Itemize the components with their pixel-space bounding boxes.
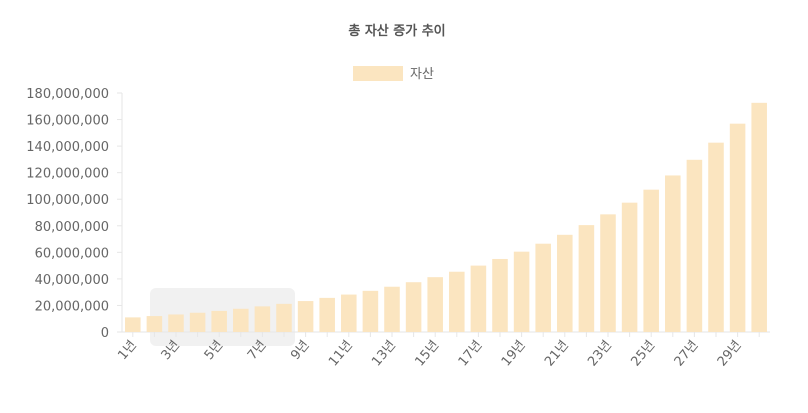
- bar-25년[interactable]: [643, 189, 659, 332]
- bar-28년[interactable]: [708, 142, 724, 332]
- legend-label: 자산: [410, 67, 434, 82]
- bar-4년[interactable]: [189, 312, 206, 332]
- x-tick-label: 17년: [456, 338, 486, 369]
- x-tick-label: 25년: [628, 338, 658, 369]
- bar-26년[interactable]: [665, 175, 681, 332]
- bar-1년[interactable]: [125, 317, 141, 332]
- bar-3년[interactable]: [168, 314, 184, 332]
- y-tick-label: 0: [101, 326, 109, 341]
- y-tick-label: 160,000,000: [26, 114, 109, 129]
- y-tick-label: 60,000,000: [35, 246, 109, 261]
- bar-21년[interactable]: [557, 234, 573, 332]
- x-tick-label: 13년: [369, 338, 399, 369]
- bar-30년[interactable]: [751, 102, 767, 332]
- bar-22년[interactable]: [578, 225, 595, 332]
- y-tick-label: 80,000,000: [35, 220, 109, 235]
- bar-5년[interactable]: [211, 310, 227, 332]
- x-tick-label: 27년: [672, 338, 702, 369]
- bar-17년[interactable]: [470, 265, 487, 332]
- x-tick-label: 15년: [412, 338, 442, 369]
- bar-6년[interactable]: [233, 308, 249, 332]
- bar-20년[interactable]: [535, 243, 551, 332]
- y-tick-label: 100,000,000: [26, 193, 109, 208]
- bar-27년[interactable]: [686, 159, 703, 332]
- bar-24년[interactable]: [621, 202, 638, 332]
- y-tick-label: 120,000,000: [26, 167, 109, 182]
- bar-16년[interactable]: [449, 271, 465, 332]
- bar-23년[interactable]: [600, 214, 616, 332]
- x-tick-label: 21년: [542, 338, 572, 369]
- bar-11년[interactable]: [341, 294, 357, 332]
- x-tick-label: 1년: [115, 338, 139, 363]
- legend[interactable]: 자산: [353, 66, 434, 82]
- x-tick-label: 29년: [715, 338, 745, 369]
- y-tick-label: 140,000,000: [26, 140, 109, 155]
- axes: [121, 93, 770, 333]
- x-tick-label: 23년: [585, 338, 615, 369]
- bars: [125, 102, 767, 332]
- bar-19년[interactable]: [513, 251, 530, 332]
- bar-12년[interactable]: [362, 290, 379, 332]
- x-tick-label: 19년: [499, 338, 529, 369]
- y-tick-label: 180,000,000: [26, 87, 109, 102]
- bar-2년[interactable]: [146, 316, 163, 332]
- legend-swatch: [353, 66, 403, 81]
- y-axis-ticks: 0 20,000,000 40,000,000 60,000,000 80,000,00…: [26, 87, 122, 341]
- chart-title: 총 자산 증가 추이: [348, 23, 445, 39]
- y-tick-label: 20,000,000: [35, 299, 109, 314]
- bar-8년[interactable]: [276, 303, 292, 332]
- bar-14년[interactable]: [405, 282, 422, 332]
- bar-15년[interactable]: [427, 277, 443, 332]
- bar-29년[interactable]: [729, 123, 746, 332]
- y-tick-label: 40,000,000: [35, 273, 109, 288]
- bar-9년[interactable]: [297, 301, 314, 332]
- bar-10년[interactable]: [319, 297, 335, 332]
- x-tick-label: 11년: [326, 338, 356, 369]
- bar-7년[interactable]: [254, 306, 271, 332]
- bar-13년[interactable]: [384, 286, 400, 332]
- bar-18년[interactable]: [492, 258, 508, 332]
